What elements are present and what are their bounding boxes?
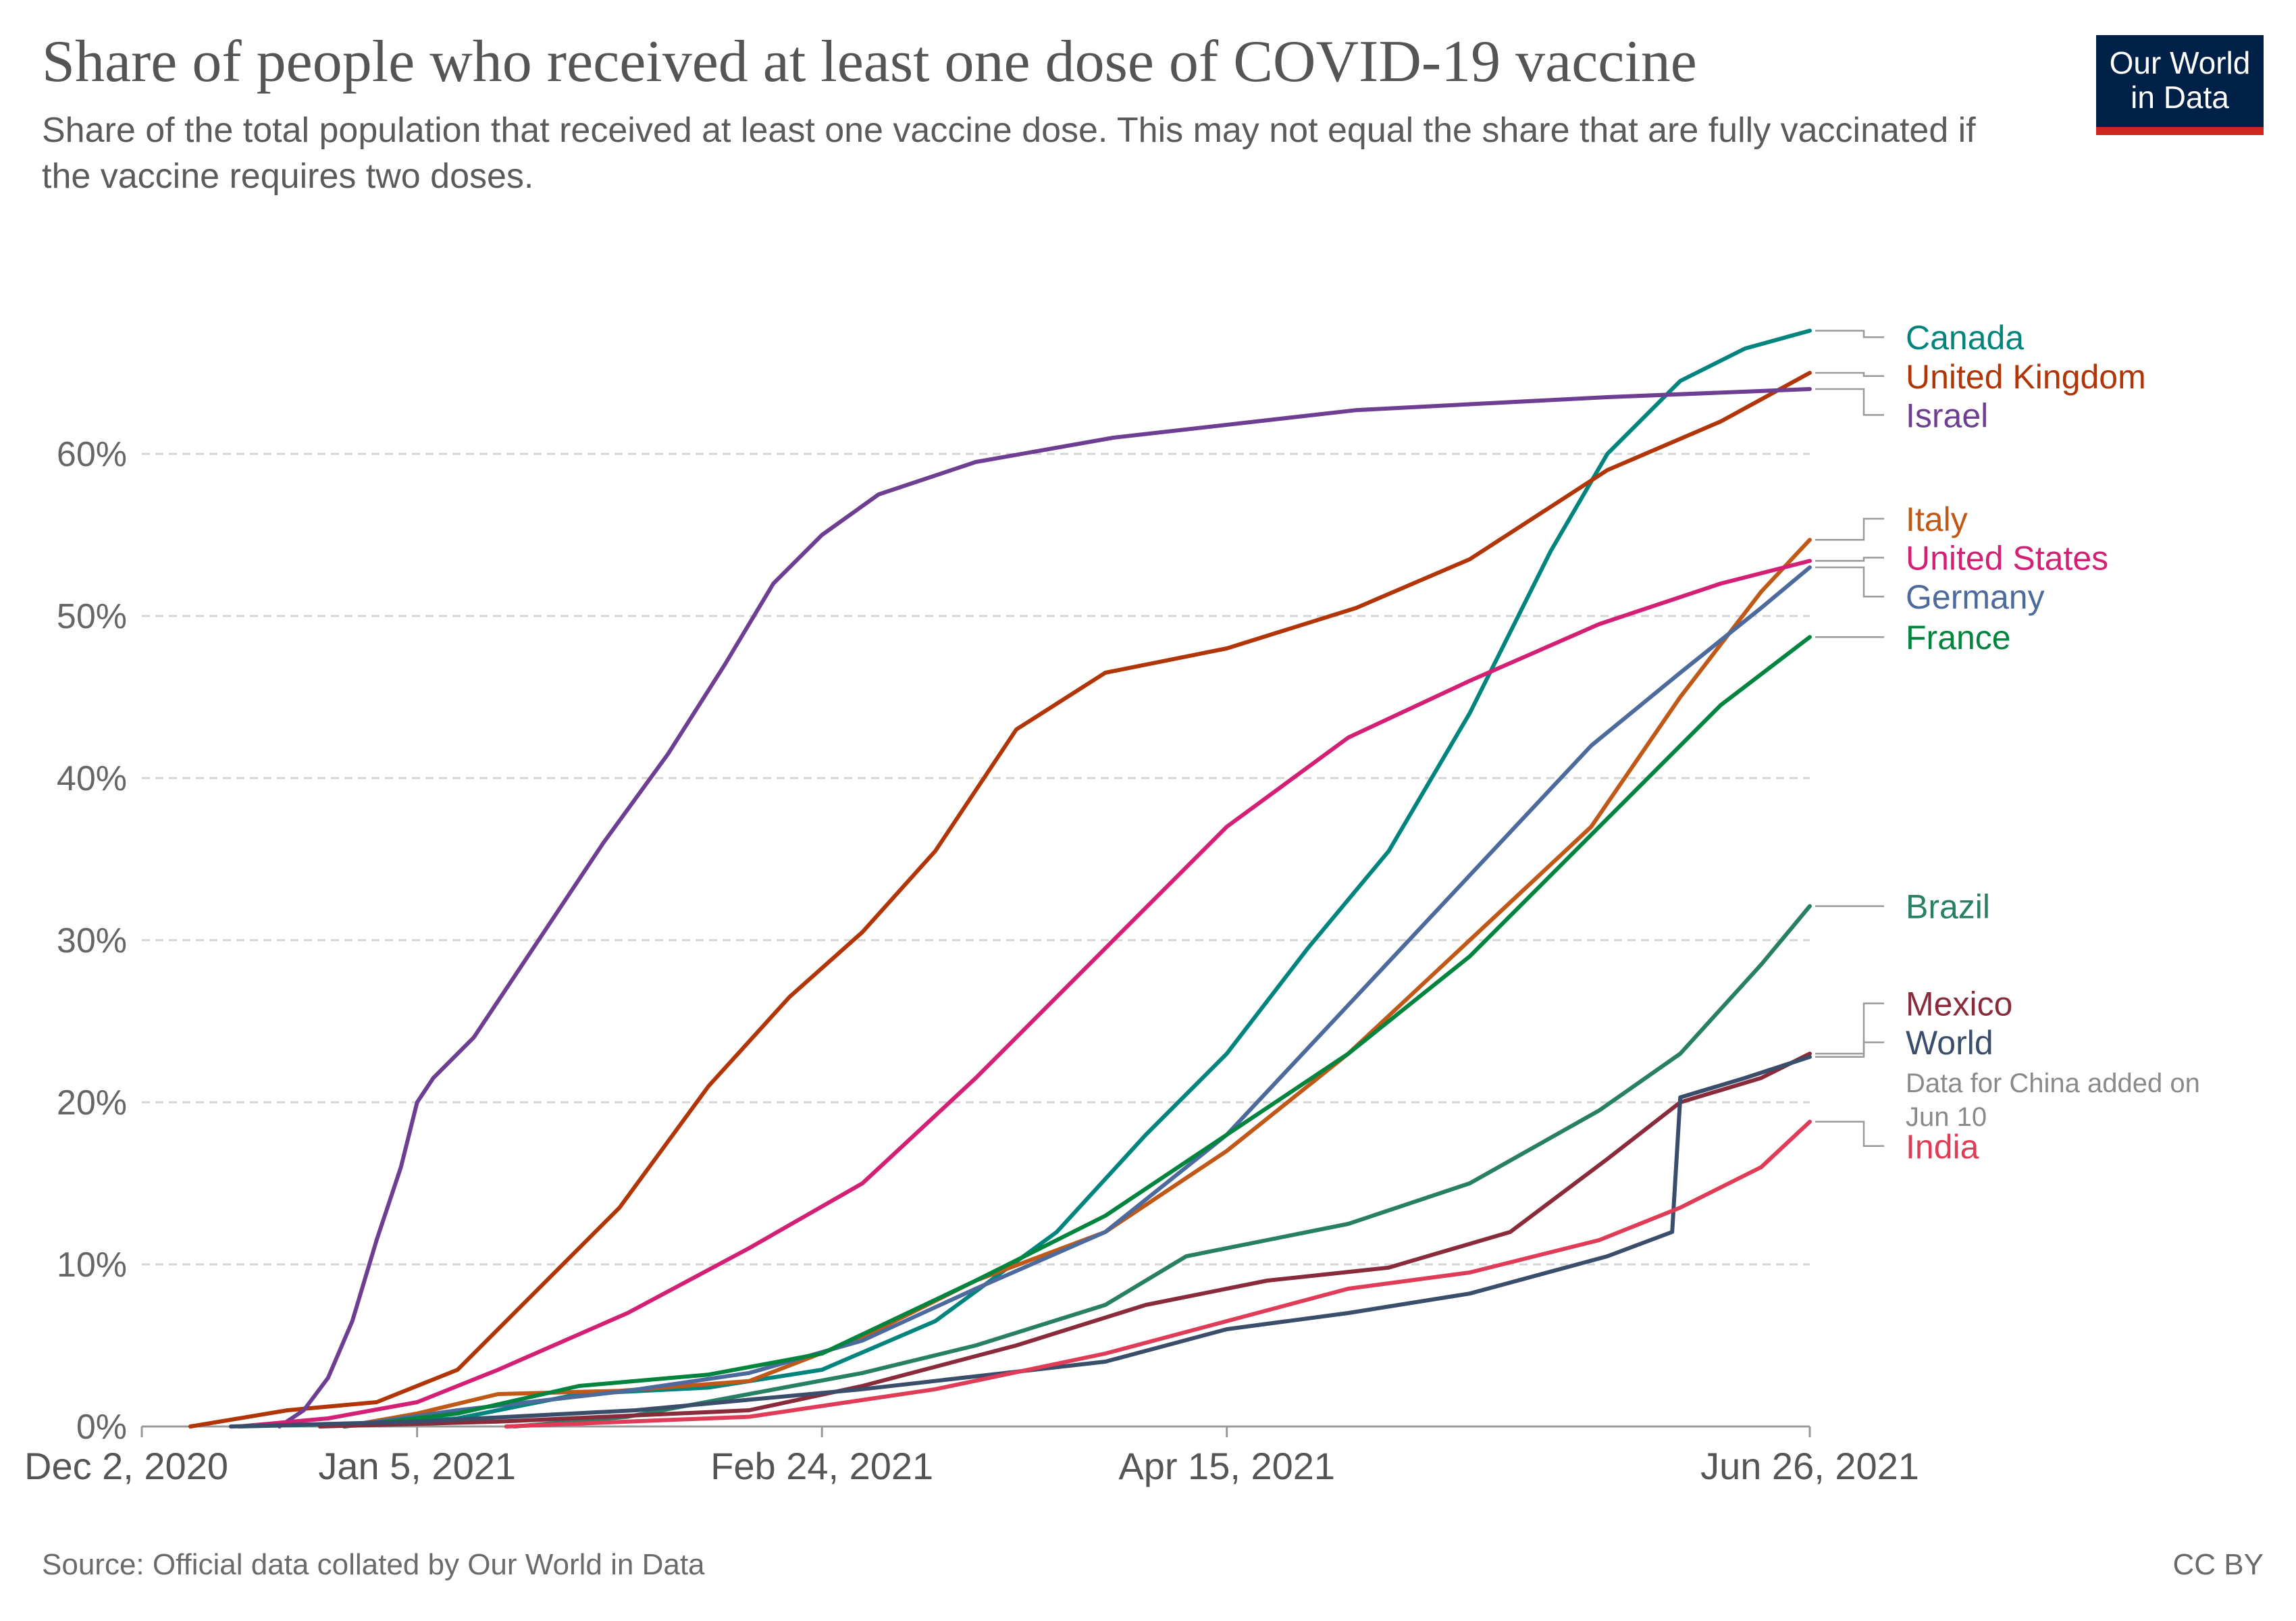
label-connector (1815, 1121, 1884, 1148)
series-lines (188, 328, 1812, 1429)
gridlines (142, 453, 1810, 1266)
world-annotation-line-2: Jun 10 (1906, 1102, 1987, 1132)
label-connector (1815, 1002, 1884, 1055)
series-line-brazil[interactable] (512, 904, 1812, 1429)
y-tick-label: 20% (57, 1083, 127, 1123)
label-connector (1815, 557, 1884, 562)
series-label-mexico[interactable]: Mexico (1906, 985, 2012, 1023)
series-label-india[interactable]: India (1906, 1128, 1979, 1166)
owid-logo[interactable]: Our World in Data (2096, 35, 2264, 135)
series-line-united-kingdom[interactable] (188, 371, 1812, 1429)
x-tick-label: Dec 2, 2020 (24, 1445, 228, 1487)
series-line-mexico[interactable] (317, 1052, 1812, 1429)
label-connector (1815, 330, 1884, 338)
label-connector (1815, 566, 1884, 598)
series-line-israel[interactable] (277, 387, 1812, 1429)
x-tick-label: Jan 5, 2021 (318, 1445, 516, 1487)
logo-text-line-2: in Data (2131, 79, 2229, 115)
world-annotation-line-1: Data for China added on (1906, 1069, 2200, 1098)
series-line-world[interactable] (228, 1054, 1812, 1429)
series-line-united-states[interactable] (236, 559, 1812, 1429)
x-tick-label: Jun 26, 2021 (1700, 1445, 1919, 1487)
license-link[interactable]: CC BY (2172, 1548, 2264, 1581)
label-connector (1815, 371, 1884, 378)
series-label-italy[interactable]: Italy (1906, 500, 1968, 538)
axes: 0% 10% 20% 30% 40% 50% 60% Dec 2, 2020 Jan 5, 20… (24, 435, 1919, 1487)
series-line-italy[interactable] (342, 538, 1812, 1429)
y-tick-label: 50% (57, 597, 127, 636)
series-label-united-kingdom[interactable]: United Kingdom (1906, 358, 2146, 396)
chart-title: Share of people who received at least on… (42, 29, 1697, 95)
series-label-germany[interactable]: Germany (1906, 578, 2045, 616)
series-label-israel[interactable]: Israel (1906, 396, 1988, 434)
logo-text-line-1: Our World (2109, 45, 2251, 80)
y-tick-label: 0% (76, 1408, 127, 1447)
y-tick-label: 10% (57, 1245, 127, 1285)
source-note: Source: Official data collated by Our Wo… (42, 1548, 705, 1581)
series-label-canada[interactable]: Canada (1906, 319, 2024, 357)
y-tick-label: 40% (57, 759, 127, 798)
series-line-france[interactable] (342, 635, 1812, 1429)
label-connector (1815, 517, 1884, 541)
x-tick-label: Feb 24, 2021 (710, 1445, 933, 1487)
series-line-germany[interactable] (342, 565, 1812, 1429)
series-label-world[interactable]: World (1906, 1024, 1993, 1062)
x-tick-label: Apr 15, 2021 (1118, 1445, 1335, 1487)
series-line-india[interactable] (504, 1119, 1812, 1429)
label-connector (1815, 388, 1884, 416)
series-label-france[interactable]: France (1906, 619, 2011, 657)
y-tick-label: 60% (57, 435, 127, 474)
label-connector (1815, 1041, 1884, 1058)
series-label-united-states[interactable]: United States (1906, 540, 2108, 577)
y-tick-label: 30% (57, 921, 127, 960)
series-label-brazil[interactable]: Brazil (1906, 888, 1990, 926)
chart-subtitle: Share of the total population that recei… (42, 111, 1976, 196)
